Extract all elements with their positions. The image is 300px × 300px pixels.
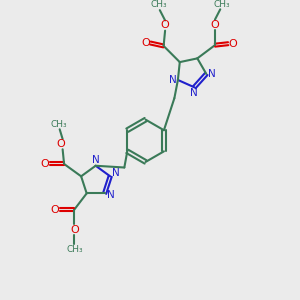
- Text: CH₃: CH₃: [51, 119, 68, 128]
- Text: N: N: [112, 168, 120, 178]
- Text: O: O: [70, 224, 79, 235]
- Text: O: O: [40, 159, 50, 169]
- Text: CH₃: CH₃: [66, 245, 82, 254]
- Text: CH₃: CH₃: [150, 0, 167, 9]
- Text: O: O: [161, 20, 170, 30]
- Text: O: O: [211, 20, 219, 30]
- Text: O: O: [57, 139, 65, 149]
- Text: N: N: [208, 69, 215, 79]
- Text: O: O: [229, 39, 237, 49]
- Text: N: N: [190, 88, 198, 98]
- Text: N: N: [106, 190, 114, 200]
- Text: N: N: [92, 155, 100, 165]
- Text: O: O: [51, 205, 60, 214]
- Text: CH₃: CH₃: [213, 0, 230, 8]
- Text: N: N: [169, 75, 176, 85]
- Text: O: O: [141, 38, 150, 48]
